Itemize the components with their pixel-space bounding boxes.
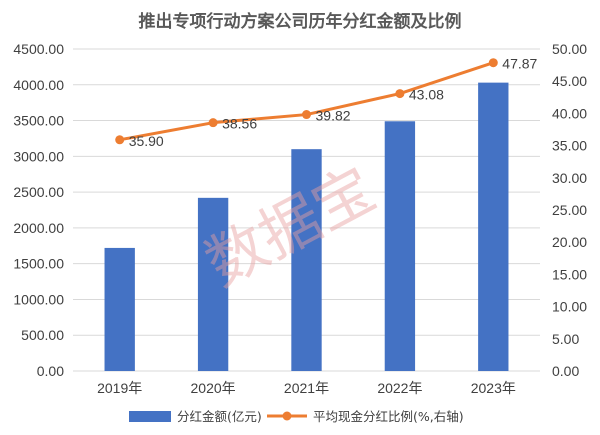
watermark: 数据宝 bbox=[195, 154, 387, 300]
legend-bar-swatch bbox=[129, 411, 171, 422]
left-tick-label: 4500.00 bbox=[13, 41, 64, 57]
right-tick-label: 50.00 bbox=[552, 41, 587, 57]
bar bbox=[478, 82, 509, 372]
right-tick-label: 10.00 bbox=[552, 299, 587, 315]
right-tick-label: 20.00 bbox=[552, 234, 587, 250]
x-tick-label: 2023年 bbox=[471, 380, 516, 396]
left-axis: 0.00 500.00 1000.00 1500.00 2000.00 2500.00 30… bbox=[13, 41, 64, 379]
data-label: 35.90 bbox=[129, 133, 164, 149]
right-tick-label: 0.00 bbox=[552, 363, 579, 379]
bar bbox=[197, 197, 229, 371]
legend-line-label: 平均现金分红比例(%,右轴) bbox=[313, 409, 464, 424]
x-tick-label: 2022年 bbox=[377, 380, 422, 396]
line-point bbox=[208, 118, 218, 128]
bar bbox=[104, 247, 135, 371]
left-tick-label: 2500.00 bbox=[13, 184, 64, 200]
x-tick-label: 2021年 bbox=[284, 380, 329, 396]
bar bbox=[384, 121, 416, 371]
line-point bbox=[488, 58, 498, 68]
left-tick-label: 3000.00 bbox=[13, 148, 64, 164]
line-series: 35.90 38.56 39.82 43.08 47.87 bbox=[115, 56, 538, 149]
left-tick-label: 3500.00 bbox=[13, 113, 64, 129]
x-tick-label: 2019年 bbox=[97, 380, 142, 396]
line-point bbox=[395, 89, 405, 99]
left-tick-label: 2000.00 bbox=[13, 220, 64, 236]
right-tick-label: 5.00 bbox=[552, 331, 579, 347]
right-tick-label: 35.00 bbox=[552, 138, 587, 154]
left-tick-label: 500.00 bbox=[21, 327, 64, 343]
x-axis: 2019年 2020年 2021年 2022年 2023年 bbox=[97, 380, 516, 396]
line-point bbox=[115, 135, 125, 145]
legend: 分红金额(亿元) 平均现金分红比例(%,右轴) bbox=[129, 409, 464, 424]
right-tick-label: 30.00 bbox=[552, 170, 587, 186]
data-label: 47.87 bbox=[502, 56, 537, 72]
right-axis: 0.00 5.00 10.00 15.00 20.00 25.00 30.00 35.00 40… bbox=[552, 41, 587, 379]
data-label: 43.08 bbox=[409, 87, 444, 103]
right-tick-label: 40.00 bbox=[552, 105, 587, 121]
left-tick-label: 0.00 bbox=[37, 363, 64, 379]
line-point bbox=[302, 110, 311, 120]
right-tick-label: 45.00 bbox=[552, 73, 587, 89]
right-tick-label: 15.00 bbox=[552, 266, 587, 282]
left-tick-label: 1000.00 bbox=[13, 291, 64, 307]
data-label: 39.82 bbox=[316, 108, 351, 124]
legend-bar-label: 分红金额(亿元) bbox=[177, 409, 262, 424]
bar bbox=[291, 149, 322, 371]
left-tick-label: 1500.00 bbox=[13, 256, 64, 272]
legend-line-marker bbox=[282, 411, 292, 421]
right-tick-label: 25.00 bbox=[552, 202, 587, 218]
chart-title: 推出专项行动方案公司历年分红金额及比例 bbox=[139, 11, 462, 32]
left-tick-label: 4000.00 bbox=[13, 77, 64, 93]
x-tick-label: 2020年 bbox=[191, 380, 236, 396]
data-label: 38.56 bbox=[222, 116, 257, 132]
bar-series bbox=[104, 82, 509, 372]
